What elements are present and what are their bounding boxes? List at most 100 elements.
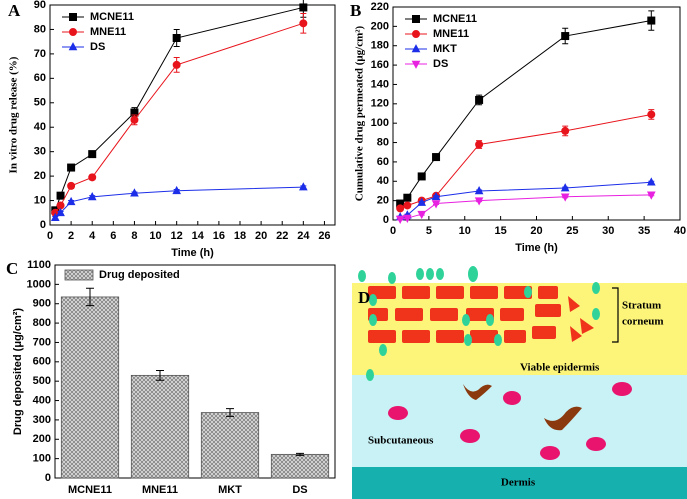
x-tick-label: 0 — [47, 230, 53, 242]
marker — [67, 181, 76, 190]
x-tick-label: 0 — [390, 225, 396, 237]
y-tick-label: 60 — [377, 156, 389, 168]
x-tick-label: MCNE11 — [68, 484, 112, 496]
skin-diagram: Stratum corneum Viable epidermis Subcuta… — [352, 266, 687, 499]
x-tick-label: MKT — [218, 484, 242, 496]
y-tick-label: 100 — [33, 453, 51, 465]
bar — [130, 374, 190, 479]
x-tick-label: 4 — [89, 230, 96, 242]
marker — [431, 200, 441, 209]
y-tick-label: 80 — [34, 23, 46, 35]
y-tick-label: 220 — [371, 1, 389, 13]
y-tick-label: 100 — [371, 117, 389, 129]
y-tick-label: 200 — [371, 20, 389, 32]
y-axis-title: Cumulative drug permeated (μg/cm²) — [354, 25, 366, 201]
x-tick-label: 5 — [426, 225, 432, 237]
panel-label: B — [350, 1, 361, 20]
x-tick-label: 15 — [495, 225, 507, 237]
x-tick-label: 25 — [566, 225, 578, 237]
marker — [395, 215, 405, 224]
x-tick-label: 35 — [638, 225, 650, 237]
legend-label: DS — [90, 41, 105, 53]
legend-label: MNE11 — [433, 28, 469, 40]
error-bar — [226, 408, 234, 417]
marker — [432, 153, 441, 162]
marker — [560, 193, 570, 202]
marker — [647, 110, 656, 119]
x-tick-label: MNE11 — [142, 484, 178, 496]
error-bar — [296, 452, 304, 456]
y-tick-label: 80 — [377, 136, 389, 148]
marker — [646, 191, 656, 200]
marker — [561, 126, 570, 135]
marker — [56, 207, 65, 217]
bar — [200, 412, 260, 479]
bracket — [612, 287, 619, 343]
y-tick-label: 20 — [34, 170, 46, 182]
x-tick-label: 20 — [255, 230, 267, 242]
legend-label: MCNE11 — [433, 13, 477, 25]
x-tick-label: 8 — [131, 230, 137, 242]
panel-label: A — [8, 1, 21, 20]
y-tick-label: 700 — [33, 336, 51, 348]
x-tick-label: 14 — [192, 230, 205, 242]
y-tick-label: 0 — [45, 472, 51, 484]
x-tick-label: 2 — [68, 230, 74, 242]
y-tick-label: 200 — [33, 433, 51, 445]
x-tick-label: 30 — [602, 225, 614, 237]
y-tick-label: 20 — [377, 195, 389, 207]
stratum-label: corneum — [622, 316, 664, 328]
x-tick-label: 20 — [530, 225, 542, 237]
y-tick-label: 800 — [33, 317, 51, 329]
y-tick-label: 40 — [377, 175, 389, 187]
dermis-layer — [352, 467, 687, 499]
marker — [560, 183, 570, 192]
marker — [69, 13, 77, 21]
marker — [172, 185, 181, 195]
y-tick-label: 1000 — [27, 278, 51, 290]
drug-aggregates — [463, 384, 582, 431]
panel-label: C — [6, 259, 18, 278]
nanoparticles — [358, 266, 600, 381]
marker — [172, 60, 181, 69]
y-tick-label: 500 — [33, 375, 51, 387]
panel-label: D — [358, 288, 370, 307]
legend-swatch — [64, 269, 94, 281]
x-tick-label: 16 — [213, 230, 225, 242]
marker — [299, 3, 308, 12]
viable-label: Viable epidermis — [520, 362, 600, 374]
y-tick-label: 60 — [34, 72, 46, 84]
error-bar — [156, 370, 164, 381]
error-bar — [86, 287, 94, 307]
y-tick-label: 10 — [34, 194, 46, 206]
y-tick-label: 0 — [40, 219, 46, 231]
marker — [396, 204, 405, 213]
marker — [66, 196, 76, 206]
marker — [403, 201, 412, 210]
y-tick-label: 1100 — [27, 259, 51, 271]
marker — [412, 30, 420, 38]
x-tick-label: 10 — [459, 225, 471, 237]
marker — [88, 173, 97, 182]
x-tick-label: 10 — [149, 230, 161, 242]
marker — [69, 28, 77, 36]
subcutaneous-layer — [352, 375, 687, 467]
marker — [417, 210, 427, 220]
cells — [388, 382, 632, 460]
marker — [417, 172, 426, 181]
marker — [561, 32, 570, 41]
x-tick-label: 40 — [674, 225, 686, 237]
legend-label: MNE11 — [90, 26, 126, 38]
marker — [647, 16, 656, 25]
marker — [50, 212, 60, 221]
x-tick-label: 24 — [297, 230, 310, 242]
marker — [411, 60, 421, 69]
bar — [270, 453, 330, 479]
y-tick-label: 900 — [33, 298, 51, 310]
marker — [87, 191, 97, 201]
x-axis-title: Time (h) — [171, 247, 214, 259]
plot-frame — [54, 264, 336, 479]
marker — [67, 163, 76, 172]
legend-label: MCNE11 — [90, 11, 134, 23]
